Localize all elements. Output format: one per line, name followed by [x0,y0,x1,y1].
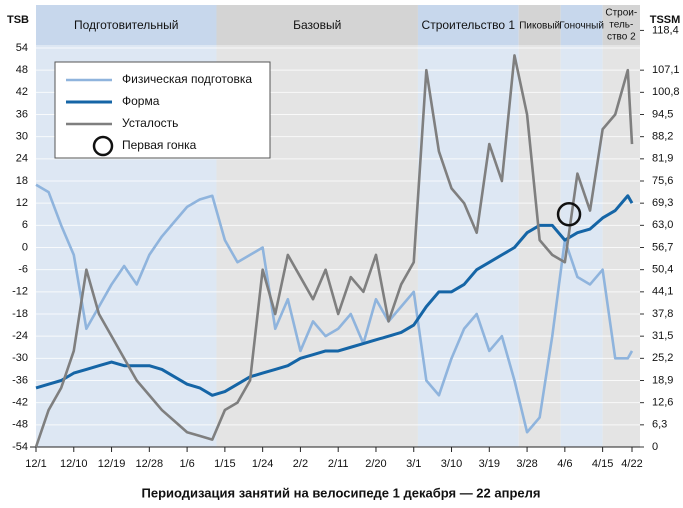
legend-label: Усталость [122,116,178,130]
annotation-marker [556,202,582,227]
y-tick-label: 54 [16,42,28,54]
y2-tick-label: 118,4 [652,24,679,36]
y-tick-label: 42 [16,86,28,98]
phase-label: ство 2 [607,32,636,43]
y-tick-label: 30 [16,131,28,143]
x-tick-label: 2/20 [365,458,386,470]
phase-label: Строительство 1 [422,18,516,32]
phase-header [602,5,640,45]
y-tick-label: -36 [12,374,28,386]
legend-label: Форма [122,94,160,108]
phase-label: Подготовительный [74,18,179,32]
x-tick-label: 3/10 [441,458,462,470]
phase-header [518,5,561,45]
y2-axis-title: TSSM [650,14,681,26]
phase-label: Строи- [605,8,637,19]
y-tick-label: 12 [16,197,28,209]
x-tick-label: 4/22 [621,458,642,470]
y-tick-label: 24 [16,153,28,165]
y2-tick-label: 37,8 [652,308,673,320]
legend-label: Первая гонка [122,138,197,152]
y-tick-label: 48 [16,64,28,76]
phase-header [36,5,217,45]
y2-tick-label: 6,3 [652,419,667,431]
y2-tick-label: 56,7 [652,241,673,253]
phase-label: Пиковый [519,21,560,32]
x-tick-label: 12/28 [136,458,164,470]
phase-label: тель- [609,20,633,31]
series-line [35,183,634,434]
y-axis-title: TSB [7,14,29,26]
x-tick-label: 12/1 [25,458,46,470]
y-tick-label: 36 [16,108,28,120]
y-tick-label: -12 [12,286,28,298]
phase-header [216,5,418,45]
x-tick-label: 2/11 [328,458,349,470]
y2-tick-label: 107,1 [652,64,680,76]
x-tick-label: 1/15 [214,458,235,470]
chart-title: Периодизация занятий на велосипеде 1 дек… [142,485,541,500]
y-tick-label: 6 [22,219,28,231]
y2-tick-label: 12,6 [652,397,673,409]
series-line [34,54,634,448]
x-tick-label: 12/19 [98,458,126,470]
y-tick-label: -54 [12,441,28,453]
y-tick-label: -48 [12,419,28,431]
legend-swatch [92,135,114,157]
x-tick-label: 12/10 [60,458,88,470]
y2-tick-label: 88,2 [652,131,673,143]
y-tick-label: -30 [12,352,28,364]
x-tick-label: 1/24 [252,458,273,470]
x-tick-label: 4/15 [592,458,613,470]
phase-area [602,45,640,447]
y-tick-label: -24 [12,330,28,342]
y-tick-label: 0 [22,241,28,253]
phase-label: Гоночный [559,21,604,32]
x-tick-label: 3/28 [516,458,537,470]
y2-tick-label: 0 [652,441,658,453]
y2-tick-label: 100,8 [652,86,680,98]
y2-tick-label: 63,0 [652,219,673,231]
series-line [35,194,634,397]
phase-header [560,5,603,45]
y2-tick-label: 75,6 [652,175,673,187]
y-tick-label: -6 [18,264,28,276]
y2-tick-label: 31,5 [652,330,673,342]
y2-tick-label: 44,1 [652,286,673,298]
y-tick-label: -18 [12,308,28,320]
x-tick-label: 2/2 [293,458,308,470]
y2-tick-label: 69,3 [652,197,673,209]
y-tick-label: 18 [16,175,28,187]
y2-tick-label: 18,9 [652,374,673,386]
legend-box [54,61,271,159]
legend-label: Физическая подготовка [122,72,252,86]
y-tick-label: -42 [12,397,28,409]
x-tick-label: 1/6 [179,458,194,470]
y2-tick-label: 94,5 [652,108,673,120]
y2-tick-label: 81,9 [652,153,673,165]
phase-header [417,5,519,45]
y2-tick-label: 25,2 [652,352,673,364]
phase-label: Базовый [293,18,341,32]
x-tick-label: 4/6 [557,458,572,470]
y2-tick-label: 50,4 [652,264,673,276]
x-tick-label: 3/19 [479,458,500,470]
x-tick-label: 3/1 [406,458,421,470]
